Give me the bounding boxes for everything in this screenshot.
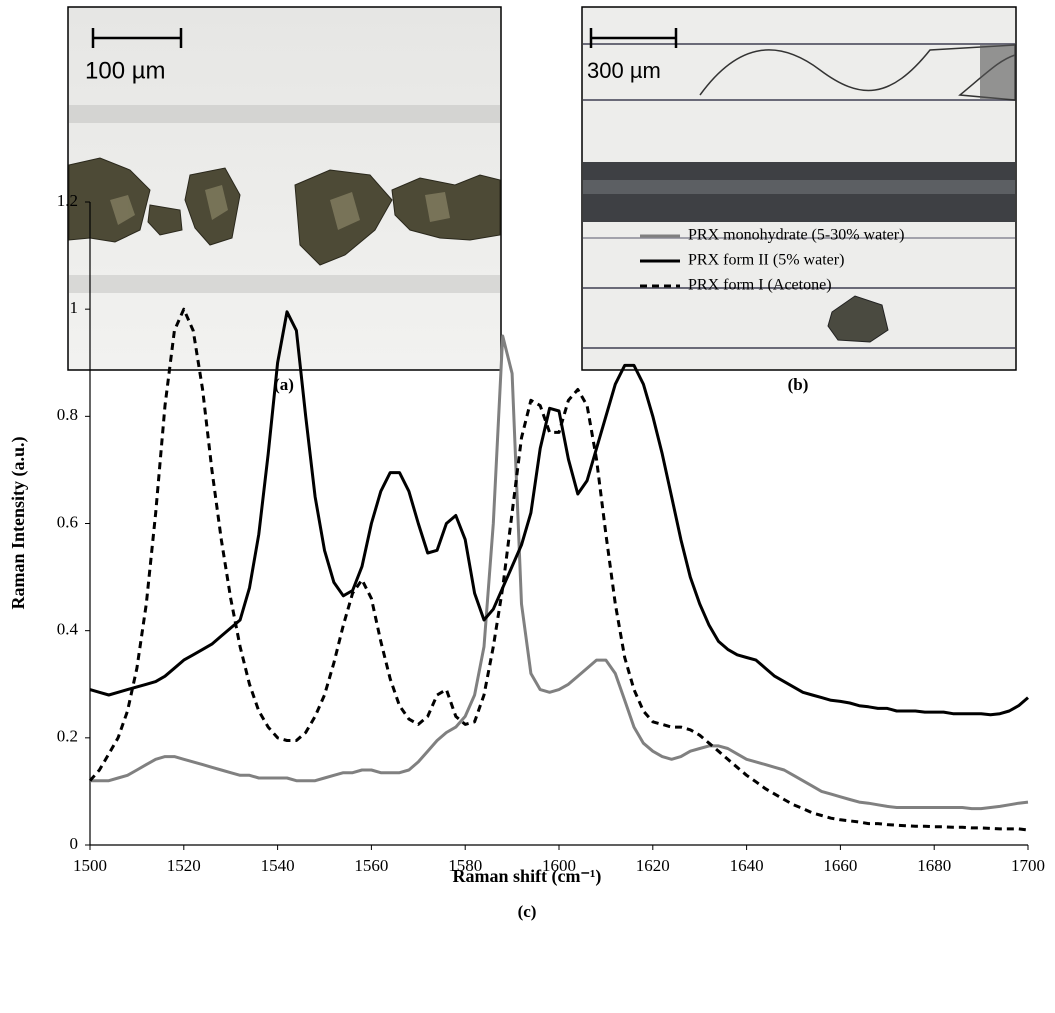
series-line (90, 334, 1029, 811)
legend-label: PRX form II (5% water) (688, 252, 844, 269)
x-tick-label: 1680 (917, 856, 951, 875)
x-tick-label: 1600 (542, 856, 576, 875)
y-tick-label: 1 (70, 298, 79, 317)
x-tick-label: 1520 (167, 856, 201, 875)
y-tick-label: 1.2 (57, 191, 78, 210)
series-line (89, 310, 1029, 717)
series-line (88, 307, 1029, 832)
x-tick-label: 1620 (636, 856, 670, 875)
x-tick-label: 1560 (354, 856, 388, 875)
x-tick-label: 1500 (73, 856, 107, 875)
scale-label: 100 µm (85, 57, 166, 84)
y-tick-label: 0.6 (57, 512, 78, 531)
panel-caption: (a) (274, 375, 294, 394)
x-tick-label: 1660 (823, 856, 857, 875)
panel-caption: (b) (788, 375, 809, 394)
legend-label: PRX form I (Acetone) (688, 277, 832, 294)
x-tick-label: 1580 (448, 856, 482, 875)
scale-label: 300 µm (587, 58, 661, 83)
y-axis-label: Raman Intensity (a.u.) (8, 436, 29, 609)
x-tick-label: 1640 (730, 856, 764, 875)
y-tick-label: 0 (70, 834, 79, 853)
panel-caption: (c) (518, 902, 537, 921)
x-axis-label: Raman shift (cm⁻¹) (453, 866, 602, 887)
x-tick-label: 1540 (261, 856, 295, 875)
x-tick-label: 1700 (1011, 856, 1045, 875)
legend-label: PRX monohydrate (5-30% water) (688, 227, 904, 244)
y-tick-label: 0.4 (57, 620, 79, 639)
y-tick-label: 0.2 (57, 727, 78, 746)
y-tick-label: 0.8 (57, 405, 78, 424)
micrograph-a: 100 µm (67, 6, 502, 371)
micrograph-b: 300 µm (581, 6, 1017, 371)
